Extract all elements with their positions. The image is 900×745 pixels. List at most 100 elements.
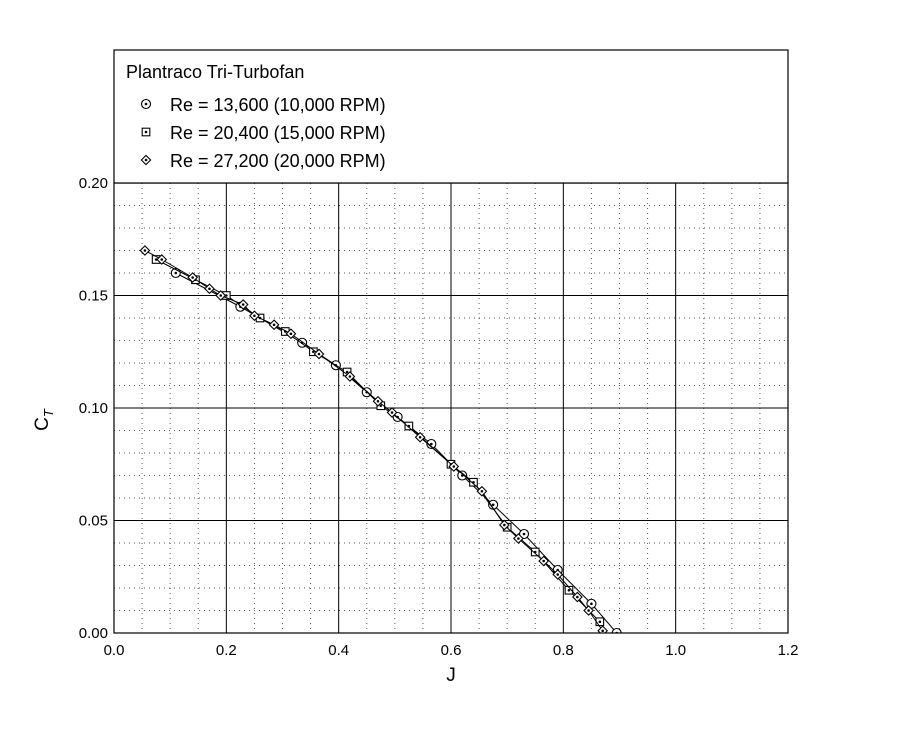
legend-item: Re = 20,400 (15,000 RPM) [141, 123, 386, 143]
marker-center-dot [587, 609, 590, 612]
marker-center-dot [253, 314, 256, 318]
data-point [344, 371, 356, 382]
x-tick-label: 1.2 [778, 642, 799, 659]
y-axis-title-main: C [32, 417, 53, 431]
data-point [448, 461, 460, 472]
data-point [237, 299, 249, 310]
marker-center-dot [144, 130, 148, 134]
data-point [518, 528, 530, 540]
data-point [285, 328, 297, 340]
data-point [372, 395, 384, 407]
data-point [476, 485, 488, 497]
marker-center-dot [144, 102, 148, 106]
data-point [215, 290, 227, 301]
data-point [139, 245, 151, 256]
data-point [426, 438, 437, 450]
legend-box [113, 49, 789, 184]
data-point [530, 547, 540, 557]
legend-marker [140, 98, 152, 110]
x-tick-label: 0.4 [328, 642, 349, 659]
marker-center-dot [522, 532, 526, 536]
marker-center-dot [491, 503, 495, 507]
marker-center-dot [430, 442, 433, 446]
x-axis-title: J [446, 665, 456, 686]
series-3 [139, 245, 609, 633]
x-tick-labels: 0.0 0.2 0.4 0.6 0.8 1.0 1.2 [104, 642, 799, 659]
data-point [268, 319, 280, 331]
marker-center-dot [379, 404, 383, 408]
data-point [386, 407, 398, 418]
data-point [204, 283, 215, 295]
x-tick-label: 0.0 [104, 642, 125, 659]
legend-items: Re = 13,600 (10,000 RPM) Re = 20,400 (15,… [140, 95, 386, 171]
data-point [498, 519, 510, 531]
y-tick-labels: 0.00 0.05 0.10 0.15 0.20 [79, 175, 108, 642]
x-tick-label: 0.6 [441, 642, 462, 659]
x-tick-label: 0.8 [553, 642, 574, 659]
data-point [404, 421, 414, 431]
marker-center-dot [556, 573, 560, 576]
marker-center-dot [601, 629, 604, 633]
marker-center-dot [598, 620, 602, 624]
marker-center-dot [143, 249, 147, 252]
legend-item: Re = 27,200 (20,000 RPM) [140, 151, 386, 171]
marker-center-dot [272, 323, 276, 327]
x-tick-label: 1.0 [665, 642, 686, 659]
marker-center-dot [191, 276, 194, 279]
marker-center-dot [208, 287, 211, 291]
data-point [313, 348, 325, 360]
marker-center-dot [503, 523, 506, 527]
data-point [156, 254, 168, 265]
marker-center-dot [225, 294, 228, 297]
marker-center-dot [517, 537, 520, 540]
data-point [595, 617, 605, 627]
data-point [538, 555, 550, 567]
data-point [457, 470, 468, 481]
legend-item: Re = 13,600 (10,000 RPM) [140, 95, 386, 115]
marker-center-dot [348, 375, 352, 378]
y-tick-label: 0.10 [79, 400, 108, 417]
data-point [552, 569, 564, 580]
y-axis-title-subscript: T [41, 408, 56, 417]
y-tick-label: 0.20 [79, 175, 108, 192]
marker-center-dot [576, 595, 579, 599]
marker-center-dot [154, 258, 158, 261]
marker-center-dot [289, 332, 293, 336]
data-point [597, 625, 609, 633]
y-axis-title: CT [32, 408, 56, 431]
legend-label: Re = 27,200 (20,000 RPM) [170, 151, 386, 171]
marker-center-dot [219, 294, 223, 297]
y-tick-label: 0.00 [79, 625, 108, 642]
legend-label: Re = 13,600 (10,000 RPM) [170, 95, 386, 115]
data-point [513, 533, 524, 544]
marker-center-dot [567, 588, 571, 592]
marker-center-dot [418, 435, 422, 439]
data-point [564, 585, 574, 595]
data-point [571, 591, 583, 603]
marker-center-dot [390, 411, 394, 414]
marker-center-dot [241, 303, 245, 306]
marker-center-dot [317, 352, 321, 356]
y-tick-label: 0.05 [79, 513, 108, 530]
legend-marker [141, 127, 151, 137]
major-grid [114, 183, 788, 633]
data-point [249, 310, 260, 322]
marker-center-dot [160, 258, 164, 261]
marker-center-dot [590, 602, 593, 606]
data-point [414, 431, 426, 443]
marker-center-dot [452, 465, 456, 468]
data-point [187, 272, 199, 283]
legend-label: Re = 20,400 (15,000 RPM) [170, 123, 386, 143]
marker-center-dot [542, 559, 545, 563]
data-point [583, 605, 594, 616]
series-layer [139, 245, 622, 633]
marker-center-dot [312, 350, 315, 354]
legend-title: Plantraco Tri-Turbofan [126, 62, 304, 82]
marker-center-dot [480, 489, 484, 493]
legend-marker [140, 154, 152, 166]
marker-center-dot [144, 158, 148, 162]
marker-center-dot [345, 370, 349, 374]
data-point [469, 477, 478, 487]
marker-center-dot [174, 271, 178, 275]
